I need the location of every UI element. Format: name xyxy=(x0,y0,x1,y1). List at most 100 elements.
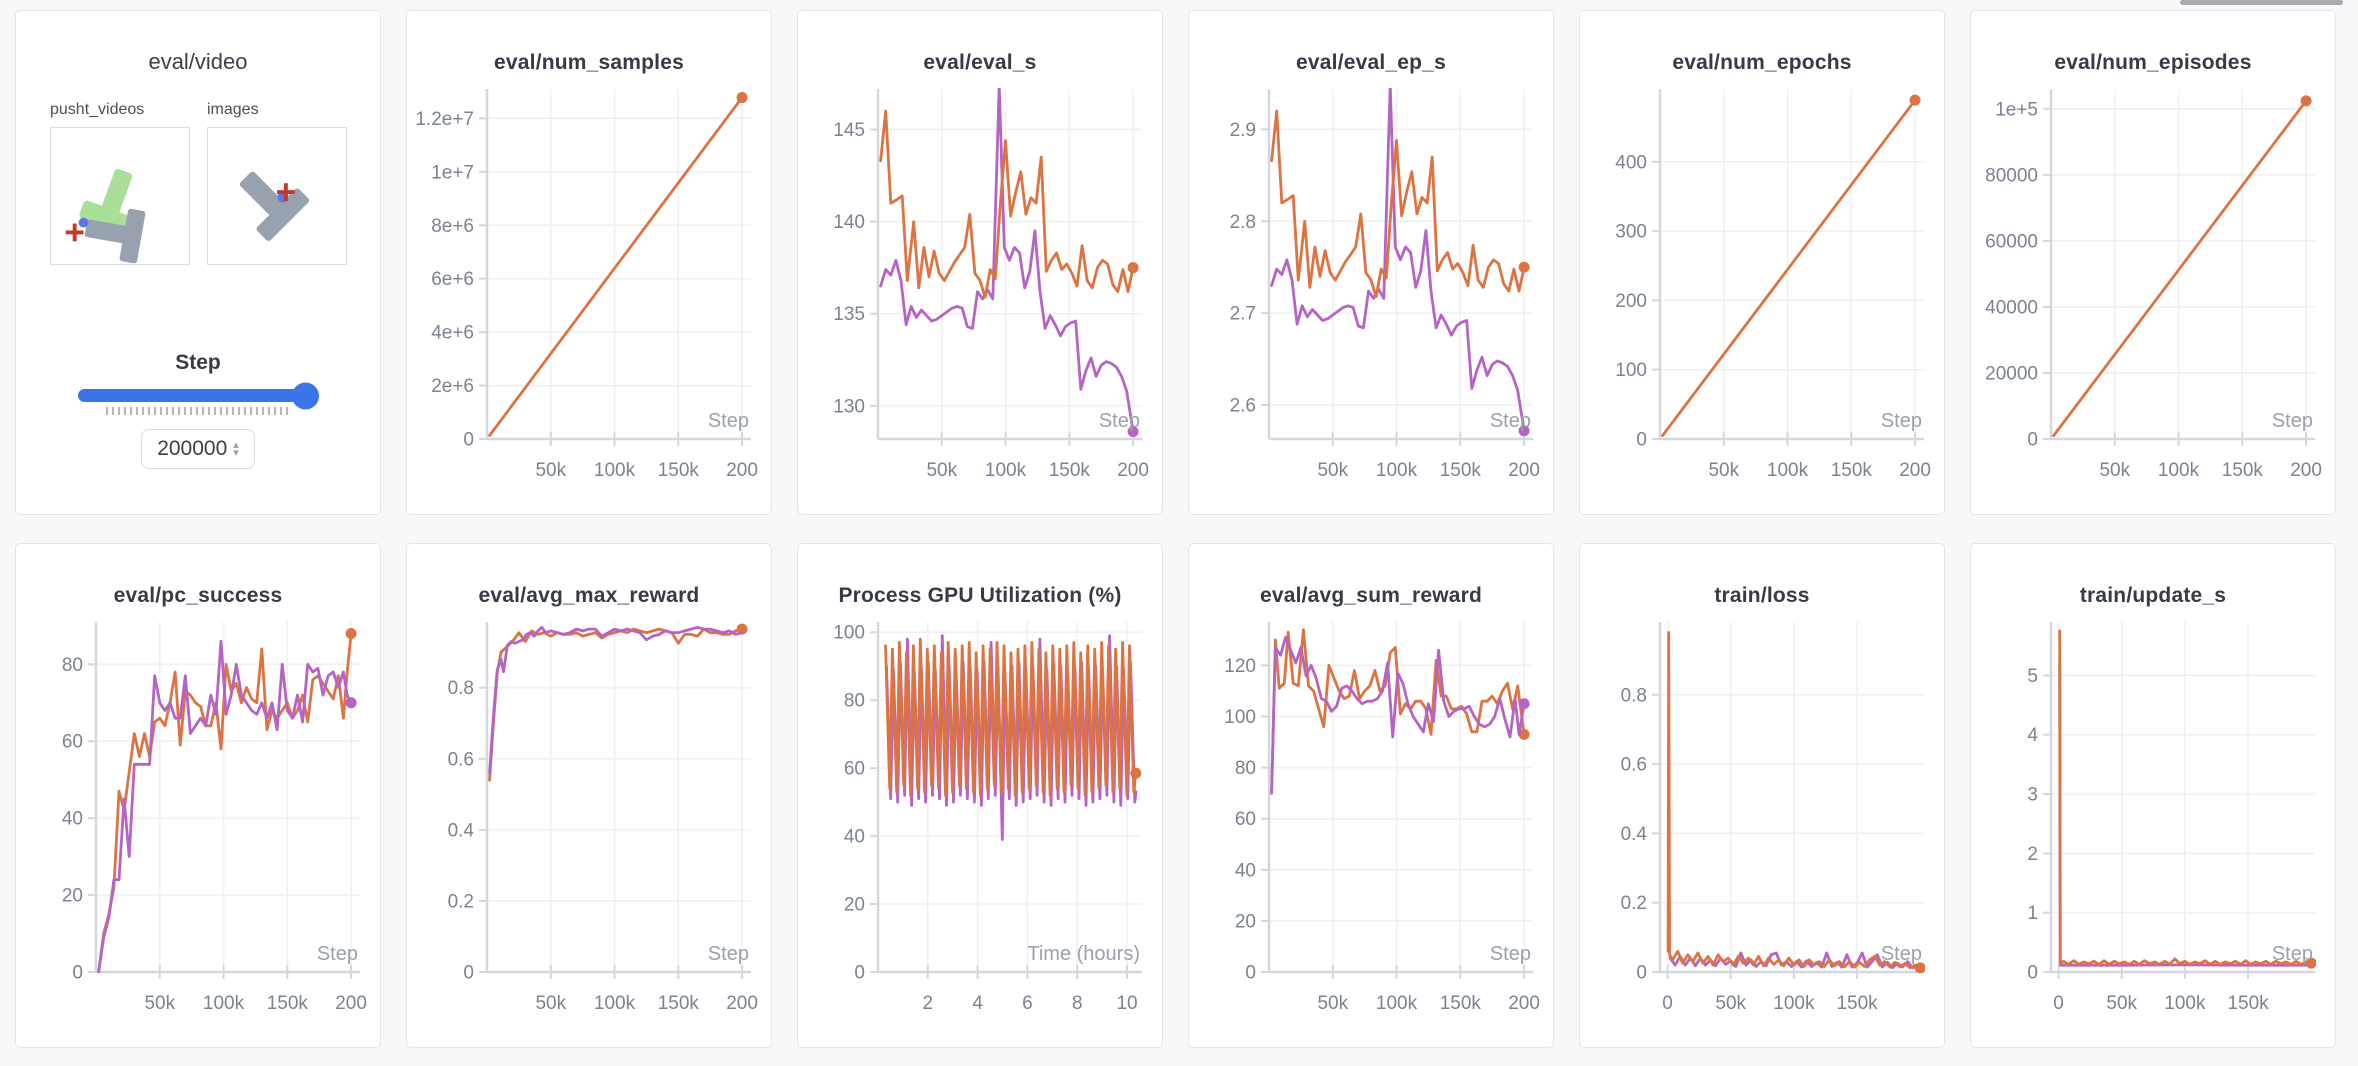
x-axis-label: Step xyxy=(1099,410,1140,432)
x-axis-label: Step xyxy=(708,943,749,965)
y-tick-label: 4e+6 xyxy=(431,323,474,344)
x-tick-label: 200 xyxy=(726,460,758,481)
x-tick-label: 150k xyxy=(1831,460,1873,481)
panel-eval-num-episodes[interactable]: eval/num_episodes 0 20000 40000 60000 80000 1… xyxy=(1970,10,2336,515)
panel-title: train/update_s xyxy=(2079,584,2227,607)
series-line-orange xyxy=(1666,630,1922,970)
chart-area[interactable]: 0 2e+6 4e+6 6e+6 8e+6 1e+7 1.2e+7 50k 100k 150k 20… xyxy=(407,81,771,499)
y-tick-label: 0 xyxy=(72,963,83,984)
chart-area[interactable]: 0 20000 40000 60000 80000 1e+5 50k 100k 150k 200 S… xyxy=(1971,81,2335,499)
chart-area[interactable]: 0 0.2 0.4 0.6 0.8 50k 100k 150k 200 Step xyxy=(407,614,771,1032)
media-item-pusht-videos: pusht_videos xyxy=(50,101,191,265)
series-line-purple xyxy=(1270,88,1526,433)
panel-title: eval/pc_success xyxy=(113,584,283,607)
series-end-dot-orange xyxy=(736,92,748,104)
x-tick-label: 50k xyxy=(535,460,566,481)
chart-area[interactable]: 0 1 2 3 4 5 0 50k 100k 150k Step xyxy=(1971,614,2335,1032)
panel-title: eval/avg_sum_reward xyxy=(1259,584,1483,607)
y-tick-label: 140 xyxy=(833,212,865,233)
x-tick-label: 100k xyxy=(985,460,1027,481)
y-tick-label: 40 xyxy=(1235,860,1256,881)
y-tick-label: 120 xyxy=(1224,656,1256,677)
x-axis-label: Step xyxy=(2272,943,2313,965)
series-group xyxy=(879,88,1139,438)
chart-area[interactable]: 0 20 40 60 80 50k 100k 150k 200 Step xyxy=(16,614,380,1032)
chart-area[interactable]: 0 20 40 60 80 100 120 50k 100k 150k 200 Step xyxy=(1189,614,1553,1032)
x-tick-label: 100k xyxy=(1376,993,1418,1014)
chart-plot[interactable]: 0 20000 40000 60000 80000 1e+5 50k 100k 150k 200 S… xyxy=(1971,81,2335,499)
step-value[interactable]: 200000 xyxy=(157,437,228,460)
series-end-dot-orange xyxy=(1518,261,1530,273)
x-tick-label: 150k xyxy=(1440,993,1482,1014)
series-end-dot-orange xyxy=(1518,728,1530,740)
step-slider[interactable] xyxy=(78,382,319,415)
y-tick-label: 6e+6 xyxy=(431,269,474,290)
panel-title: eval/eval_s xyxy=(923,51,1037,74)
gray-t-block xyxy=(239,171,310,241)
panel-eval-video[interactable]: eval/video pusht_videos xyxy=(15,10,381,515)
chart-area[interactable]: 0 20 40 60 80 100 2 4 6 8 10 Time (hours) xyxy=(798,614,1162,1032)
chart-plot[interactable]: 0 20 40 60 80 100 2 4 6 8 10 Time (hours) xyxy=(798,614,1162,1032)
series-line-orange xyxy=(879,109,1135,299)
panel-train-update-s[interactable]: train/update_s 0 1 2 3 4 5 0 50k 100k 150k Step xyxy=(1970,543,2336,1048)
chart-plot[interactable]: 0 1 2 3 4 5 0 50k 100k 150k Step xyxy=(1971,614,2335,1032)
chart-area[interactable]: 0 0.2 0.4 0.6 0.8 0 50k 100k 150k Step xyxy=(1580,614,1944,1032)
y-tick-label: 0.8 xyxy=(1621,685,1647,706)
chart-plot[interactable]: 130 135 140 145 50k 100k 150k 200 Step xyxy=(798,81,1162,499)
y-tick-label: 0 xyxy=(2027,963,2038,984)
x-tick-label: 200 xyxy=(1508,993,1540,1014)
x-tick-label: 100k xyxy=(1376,460,1418,481)
series-group xyxy=(2052,95,2312,438)
panel-eval-avg-sum-reward[interactable]: eval/avg_sum_reward 0 20 40 60 80 100 120 50k 10… xyxy=(1188,543,1554,1048)
chart-plot[interactable]: 0 20 40 60 80 100 120 50k 100k 150k 200 Step xyxy=(1189,614,1553,1032)
panel-eval-eval-s[interactable]: eval/eval_s 130 135 140 145 50k 100k 150k 200 St… xyxy=(797,10,1163,515)
chart-plot[interactable]: 0 20 40 60 80 50k 100k 150k 200 Step xyxy=(16,614,380,1032)
y-tick-label: 0.4 xyxy=(448,820,475,841)
slider-track[interactable] xyxy=(78,382,319,409)
chart-plot[interactable]: 0 100 200 300 400 50k 100k 150k 200 Step xyxy=(1580,81,1944,499)
agent-dot xyxy=(78,217,89,228)
slider-thumb[interactable] xyxy=(292,382,319,409)
horizontal-scrollbar-thumb[interactable] xyxy=(2180,0,2343,5)
x-axis-label: Step xyxy=(1490,943,1531,965)
y-tick-label: 80 xyxy=(62,655,83,676)
x-tick-label: 150k xyxy=(1049,460,1091,481)
chart-plot[interactable]: 0 2e+6 4e+6 6e+6 8e+6 1e+7 1.2e+7 50k 100k 150k 20… xyxy=(407,81,771,499)
panel-process-gpu-utilization[interactable]: Process GPU Utilization (%) 0 20 40 60 80 100… xyxy=(797,543,1163,1048)
panel-eval-num-epochs[interactable]: eval/num_epochs 0 100 200 300 400 50k 100k 150k… xyxy=(1579,10,1945,515)
y-tick-label: 135 xyxy=(833,304,865,325)
y-tick-label: 100 xyxy=(1615,360,1647,381)
y-tick-label: 20 xyxy=(62,886,83,907)
panel-eval-num-samples[interactable]: eval/num_samples 0 2e+6 4e+6 6e+6 8e+6 1e+7 1.… xyxy=(406,10,772,515)
chart-area[interactable]: 0 100 200 300 400 50k 100k 150k 200 Step xyxy=(1580,81,1944,499)
stepper-arrows-icon[interactable]: ▴ ▾ xyxy=(233,439,239,459)
y-tick-label: 1e+7 xyxy=(431,162,474,183)
target-cross-icon xyxy=(277,183,295,201)
y-tick-label: 2 xyxy=(2027,844,2038,865)
x-tick-label: 100k xyxy=(1773,993,1815,1014)
x-tick-label: 50k xyxy=(535,993,566,1014)
series-end-dot-orange xyxy=(2300,95,2312,107)
images-thumbnail[interactable] xyxy=(207,127,347,265)
y-tick-label: 0 xyxy=(463,963,474,984)
panel-eval-avg-max-reward[interactable]: eval/avg_max_reward 0 0.2 0.4 0.6 0.8 50k 100k… xyxy=(406,543,772,1048)
panel-eval-eval-ep-s[interactable]: eval/eval_ep_s 2.6 2.7 2.8 2.9 50k 100k 150k 20… xyxy=(1188,10,1554,515)
y-tick-label: 40 xyxy=(62,809,83,830)
chart-plot[interactable]: 2.6 2.7 2.8 2.9 50k 100k 150k 200 Step xyxy=(1189,81,1553,499)
y-tick-label: 100 xyxy=(1224,707,1256,728)
y-tick-label: 5 xyxy=(2027,666,2038,687)
y-tick-label: 80000 xyxy=(1985,165,2038,186)
y-tick-label: 60 xyxy=(844,759,865,780)
chart-area[interactable]: 2.6 2.7 2.8 2.9 50k 100k 150k 200 Step xyxy=(1189,81,1553,499)
panel-eval-pc-success[interactable]: eval/pc_success 0 20 40 60 80 50k 100k 150k 200 S… xyxy=(15,543,381,1048)
pusht-video-thumbnail[interactable] xyxy=(50,127,190,265)
media-label: images xyxy=(207,101,259,118)
chart-area[interactable]: 130 135 140 145 50k 100k 150k 200 Step xyxy=(798,81,1162,499)
panel-train-loss[interactable]: train/loss 0 0.2 0.4 0.6 0.8 0 50k 100k 150k Step xyxy=(1579,543,1945,1048)
x-tick-label: 150k xyxy=(1836,993,1878,1014)
x-tick-label: 8 xyxy=(1072,993,1083,1014)
chart-plot[interactable]: 0 0.2 0.4 0.6 0.8 50k 100k 150k 200 Step xyxy=(407,614,771,1032)
x-tick-label: 150k xyxy=(658,993,700,1014)
step-input[interactable]: 200000 ▴ ▾ xyxy=(141,429,255,469)
chart-plot[interactable]: 0 0.2 0.4 0.6 0.8 0 50k 100k 150k Step xyxy=(1580,614,1944,1032)
